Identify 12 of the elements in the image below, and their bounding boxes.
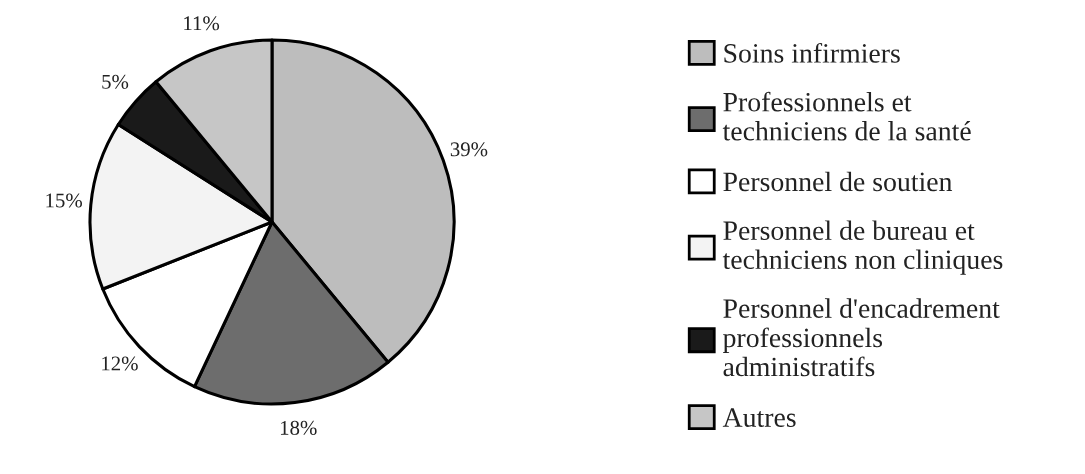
data-label: 39% [450,142,488,157]
data-label: 15% [46,193,83,208]
data-label: 11% [184,16,220,31]
data-label: 18% [280,420,317,435]
legend-label: Personnel de bureau et techniciens non cliniques [722,220,1003,275]
data-label: 12% [102,356,138,371]
legend-label: Soins infirmiers [724,42,900,63]
legend-label: Professionnels et techniciens de la santé [722,91,971,141]
data-label: 5% [102,74,129,89]
legend-label: Personnel de soutien [723,171,953,192]
legend-label: Personnel d'encadrement professionnels administratifs [723,298,1000,377]
legend-label: Autres [722,408,796,427]
